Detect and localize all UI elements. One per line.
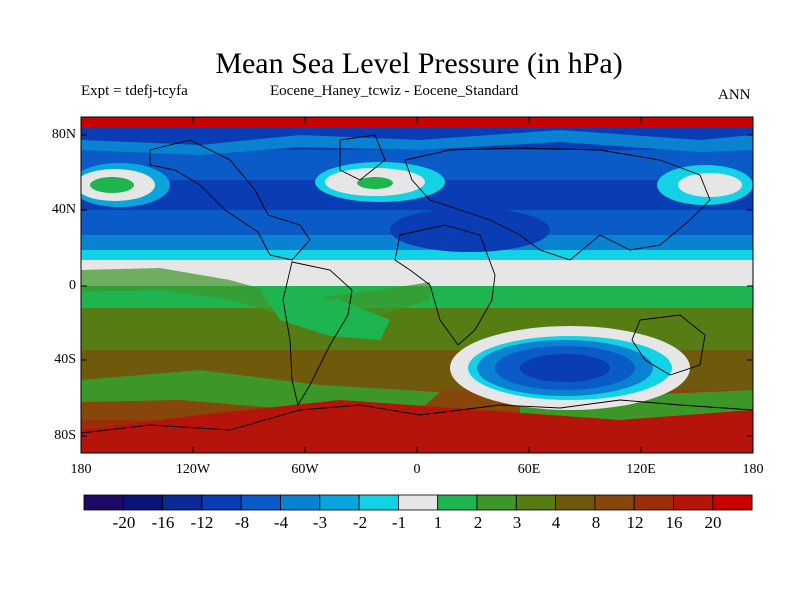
colorbar-label: 3	[512, 513, 522, 532]
colorbar-box	[319, 494, 360, 511]
colorbar	[83, 494, 753, 511]
australia-coast	[631, 314, 706, 376]
colorbar-label: 8	[591, 513, 601, 532]
x-tick-label: 180	[742, 462, 764, 477]
colorbar-box	[201, 494, 242, 511]
colorbar-box	[122, 494, 164, 511]
x-tick-label: 120E	[626, 462, 656, 477]
east-asia-high-inner	[678, 173, 742, 197]
colorbar-box	[712, 494, 753, 511]
axis-ticks	[81, 117, 753, 453]
north-cyan-strip	[81, 130, 753, 155]
y-tick-label: 40S	[54, 352, 76, 367]
band-tropic-north	[81, 250, 753, 260]
colorbar-label: -8	[234, 513, 250, 532]
south-america-green	[260, 290, 390, 340]
south-indian-green	[520, 390, 753, 420]
colorbar-box	[162, 494, 203, 511]
colorbar-box	[633, 494, 674, 511]
colorbar-label: 12	[626, 513, 644, 532]
x-tick-label: 0	[413, 462, 421, 477]
colorbar-label: -4	[273, 513, 289, 532]
colorbar-box	[437, 494, 478, 511]
x-tick-label: 60E	[517, 462, 541, 477]
colorbar-label: -16	[151, 513, 175, 532]
greenland-coast	[339, 134, 386, 181]
experiment-label: Expt = tdefj-tcyfa	[81, 83, 188, 99]
colorbar-box	[358, 494, 399, 511]
comparison-label: Eocene_Haney_tcwiz - Eocene_Standard	[270, 83, 519, 99]
colorbar-label: 4	[551, 513, 561, 532]
colorbar-box	[476, 494, 517, 511]
colorbar-label: -12	[190, 513, 214, 532]
y-tick-label: 40N	[51, 202, 76, 217]
colorbar-label: -1	[391, 513, 407, 532]
chart-title: Mean Sea Level Pressure (in hPa)	[215, 47, 623, 80]
indian-ocean-low-5	[520, 354, 610, 382]
season-label: ANN	[718, 87, 751, 103]
pressure-contours	[81, 117, 753, 453]
north-africa-low	[390, 208, 550, 252]
pacific-high-north-inner	[90, 177, 134, 193]
north-america-coast	[149, 139, 311, 261]
colorbar-box	[397, 494, 439, 511]
colorbar-box	[240, 494, 281, 511]
y-tick-label: 80S	[54, 428, 76, 443]
colorbar-box	[515, 494, 556, 511]
atlantic-high-north-inner	[357, 177, 393, 189]
colorbar-label: 2	[473, 513, 483, 532]
x-tick-label: 120W	[175, 462, 211, 477]
colorbar-label: -2	[352, 513, 368, 532]
colorbar-box	[594, 494, 635, 511]
coastlines	[81, 134, 753, 434]
colorbar-box	[280, 494, 321, 511]
south-pacific-green	[81, 330, 200, 350]
antarctica-coast	[81, 399, 753, 434]
south-america-coast	[282, 261, 353, 407]
colorbar-box	[83, 494, 124, 511]
y-tick-label: 80N	[51, 127, 76, 142]
colorbar-box	[555, 494, 596, 511]
colorbar-box	[673, 494, 714, 511]
africa-coast	[394, 224, 496, 346]
south-red-strip	[81, 400, 753, 453]
x-tick-label: 60W	[291, 462, 319, 477]
south-atlantic-green	[81, 370, 440, 410]
colorbar-label: 20	[704, 513, 722, 532]
colorbar-label: 16	[665, 513, 683, 532]
colorbar-label: 1	[433, 513, 443, 532]
colorbar-label: -3	[312, 513, 328, 532]
colorbar-label: -20	[112, 513, 136, 532]
eurasia-coast	[404, 147, 711, 261]
y-tick-label: 0	[69, 278, 76, 293]
x-tick-label: 180	[70, 462, 92, 477]
